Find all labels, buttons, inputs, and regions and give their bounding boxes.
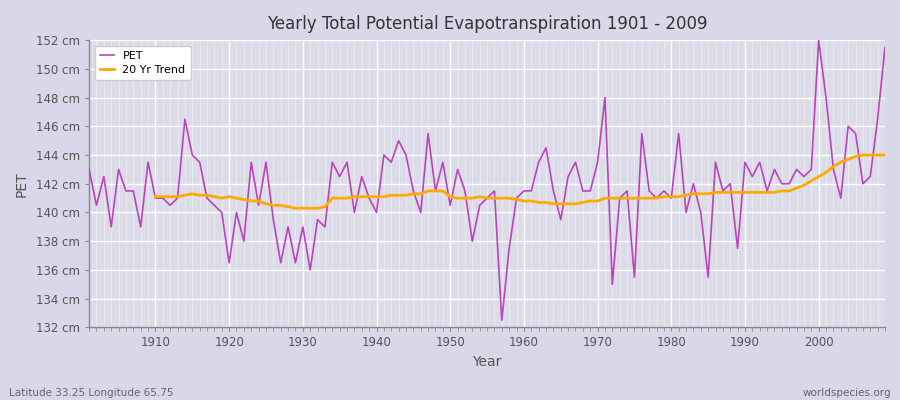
PET: [84, 167, 94, 172]
PET: [497, 318, 508, 323]
Legend: PET, 20 Yr Trend: PET, 20 Yr Trend: [94, 46, 191, 80]
20 Yr Trend: [150, 194, 161, 199]
PET: [349, 210, 360, 215]
20 Yr Trend: [879, 153, 890, 158]
PET: [143, 160, 154, 165]
20 Yr Trend: [592, 199, 603, 204]
PET: [305, 268, 316, 272]
PET: [615, 196, 626, 200]
20 Yr Trend: [828, 164, 839, 169]
PET: [518, 188, 529, 193]
20 Yr Trend: [850, 154, 861, 159]
20 Yr Trend: [327, 196, 338, 200]
PET: [526, 188, 536, 193]
20 Yr Trend: [297, 206, 308, 210]
X-axis label: Year: Year: [472, 355, 501, 369]
PET: [879, 45, 890, 50]
Title: Yearly Total Potential Evapotranspiration 1901 - 2009: Yearly Total Potential Evapotranspiratio…: [266, 15, 707, 33]
Y-axis label: PET: PET: [15, 171, 29, 196]
Line: 20 Yr Trend: 20 Yr Trend: [156, 155, 885, 208]
Line: PET: PET: [89, 40, 885, 320]
20 Yr Trend: [290, 206, 301, 210]
Text: Latitude 33.25 Longitude 65.75: Latitude 33.25 Longitude 65.75: [9, 388, 174, 398]
20 Yr Trend: [858, 153, 868, 158]
Text: worldspecies.org: worldspecies.org: [803, 388, 891, 398]
PET: [814, 38, 824, 42]
20 Yr Trend: [533, 200, 544, 205]
